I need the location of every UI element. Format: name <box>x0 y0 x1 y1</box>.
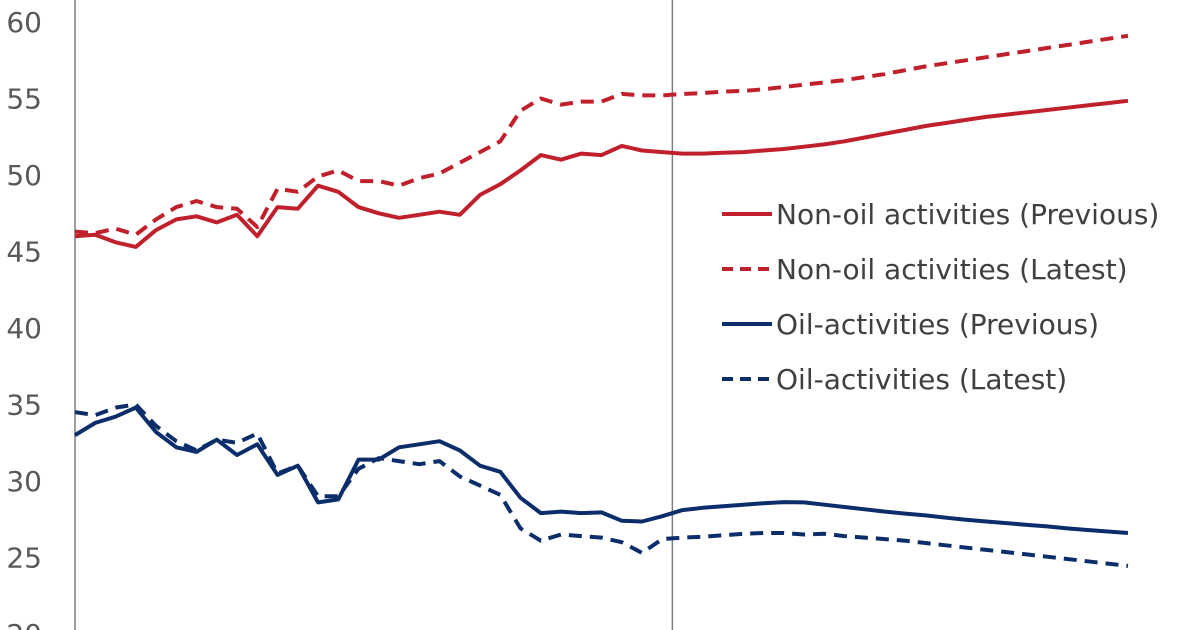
y-tick-label: 35 <box>6 389 42 422</box>
y-tick-label: 30 <box>6 465 42 498</box>
y-tick-label: 25 <box>6 542 42 575</box>
series-line-4 <box>74 402 1129 568</box>
legend: Non-oil activities (Previous) Non-oil act… <box>722 198 1159 396</box>
y-tick-label: 45 <box>6 236 42 269</box>
legend-label-1: Non-oil activities (Previous) <box>776 198 1159 231</box>
y-tick-labels: 20 25 30 35 40 45 50 55 60 <box>6 6 42 630</box>
legend-label-2: Non-oil activities (Latest) <box>776 253 1128 286</box>
series-lines <box>73 33 1129 568</box>
legend-label-4: Oil-activities (Latest) <box>776 363 1067 396</box>
series-line-1 <box>74 98 1129 249</box>
y-tick-label: 20 <box>6 618 42 630</box>
series-line-3 <box>73 405 1129 535</box>
y-tick-label: 55 <box>6 83 42 116</box>
series-line-2 <box>74 33 1129 237</box>
y-tick-label: 50 <box>6 159 42 192</box>
y-tick-label: 60 <box>6 6 42 39</box>
legend-label-3: Oil-activities (Previous) <box>776 308 1099 341</box>
y-tick-label: 40 <box>6 312 42 345</box>
